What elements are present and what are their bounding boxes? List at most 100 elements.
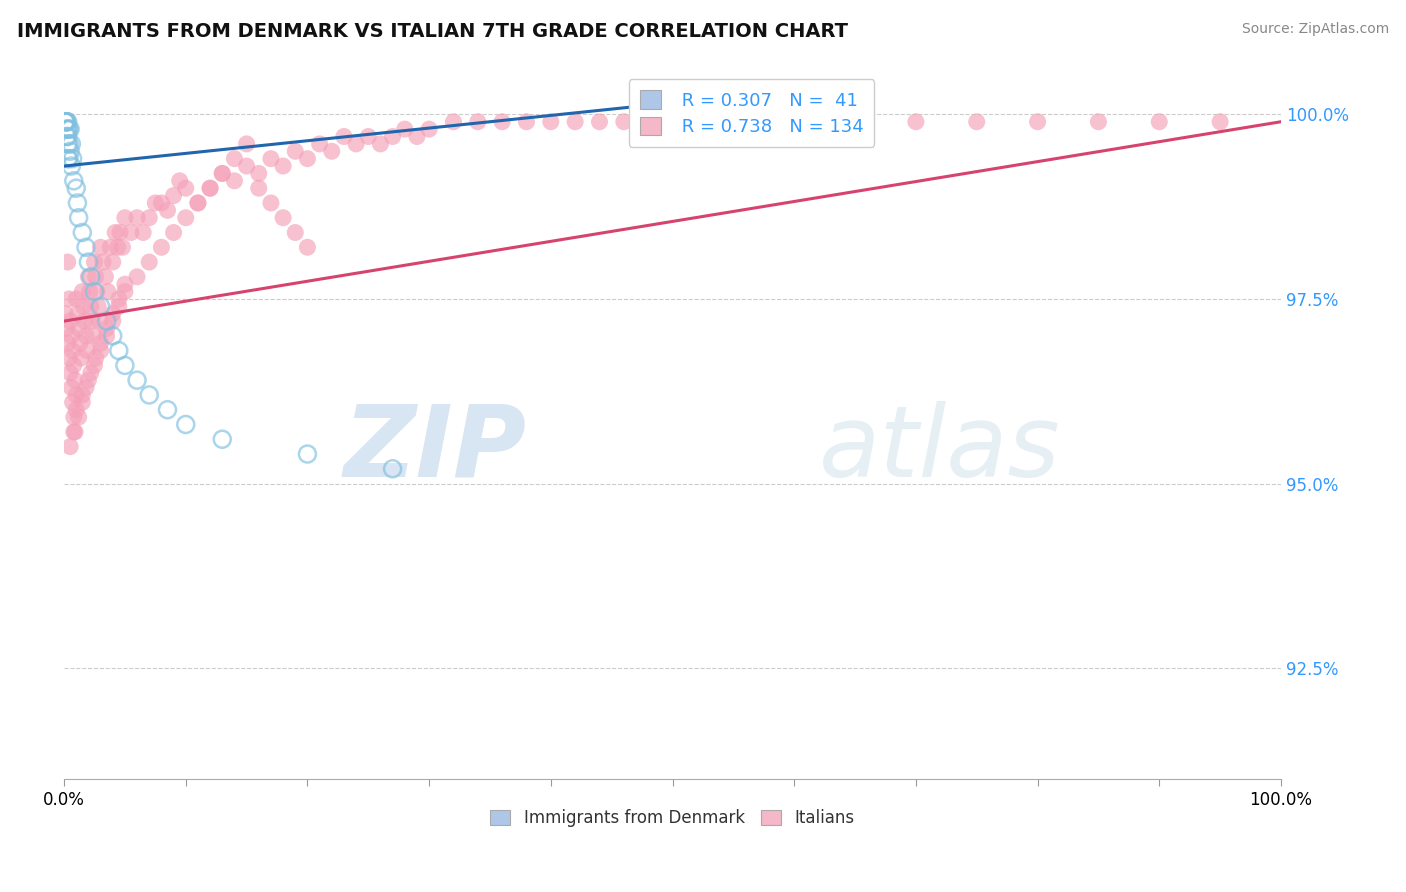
Point bbox=[321, 145, 343, 159]
Point bbox=[101, 329, 124, 343]
Point bbox=[491, 114, 513, 128]
Point bbox=[65, 388, 87, 402]
Point bbox=[443, 114, 465, 128]
Point bbox=[271, 211, 294, 225]
Text: Source: ZipAtlas.com: Source: ZipAtlas.com bbox=[1241, 22, 1389, 37]
Point bbox=[260, 152, 283, 166]
Point bbox=[79, 285, 101, 299]
Point bbox=[284, 226, 307, 240]
Point bbox=[284, 145, 307, 159]
Point bbox=[56, 129, 79, 144]
Point bbox=[97, 285, 120, 299]
Point bbox=[966, 114, 988, 128]
Point bbox=[56, 114, 79, 128]
Point bbox=[53, 114, 76, 128]
Point bbox=[418, 122, 440, 136]
Point bbox=[63, 425, 86, 439]
Point bbox=[132, 226, 155, 240]
Point bbox=[156, 203, 179, 218]
Point bbox=[174, 417, 197, 432]
Point bbox=[84, 351, 107, 365]
Point bbox=[83, 255, 105, 269]
Point bbox=[108, 292, 131, 306]
Point bbox=[80, 269, 103, 284]
Point bbox=[56, 136, 79, 151]
Point bbox=[70, 351, 93, 365]
Point bbox=[66, 196, 89, 211]
Point bbox=[211, 432, 233, 446]
Point bbox=[65, 181, 87, 195]
Point bbox=[114, 285, 136, 299]
Point bbox=[90, 240, 112, 254]
Point bbox=[55, 122, 77, 136]
Point bbox=[55, 321, 77, 335]
Point bbox=[62, 395, 84, 409]
Point bbox=[62, 152, 84, 166]
Point bbox=[734, 114, 756, 128]
Point bbox=[76, 343, 98, 358]
Point bbox=[56, 122, 79, 136]
Point bbox=[271, 159, 294, 173]
Point bbox=[187, 196, 209, 211]
Point bbox=[357, 129, 380, 144]
Point bbox=[224, 152, 246, 166]
Point bbox=[75, 240, 97, 254]
Point bbox=[637, 114, 659, 128]
Point bbox=[247, 181, 270, 195]
Point bbox=[80, 299, 103, 313]
Point bbox=[58, 351, 80, 365]
Point bbox=[60, 380, 83, 394]
Point bbox=[138, 255, 160, 269]
Point bbox=[77, 373, 100, 387]
Point bbox=[120, 226, 142, 240]
Point bbox=[260, 196, 283, 211]
Point bbox=[114, 359, 136, 373]
Point bbox=[844, 114, 866, 128]
Point bbox=[297, 447, 319, 461]
Point bbox=[224, 174, 246, 188]
Point bbox=[1209, 114, 1232, 128]
Point bbox=[62, 410, 84, 425]
Point bbox=[72, 388, 94, 402]
Point bbox=[59, 122, 82, 136]
Point bbox=[60, 329, 83, 343]
Point bbox=[467, 114, 489, 128]
Point bbox=[344, 136, 367, 151]
Point bbox=[72, 226, 94, 240]
Point bbox=[60, 159, 83, 173]
Point bbox=[783, 114, 806, 128]
Point bbox=[235, 136, 257, 151]
Point bbox=[83, 285, 105, 299]
Point bbox=[60, 136, 83, 151]
Point bbox=[138, 211, 160, 225]
Point bbox=[187, 196, 209, 211]
Point bbox=[58, 292, 80, 306]
Point bbox=[59, 440, 82, 454]
Point bbox=[83, 359, 105, 373]
Point bbox=[80, 314, 103, 328]
Point bbox=[564, 114, 586, 128]
Point bbox=[53, 307, 76, 321]
Point bbox=[89, 314, 111, 328]
Point bbox=[101, 307, 124, 321]
Point bbox=[101, 314, 124, 328]
Point bbox=[661, 114, 683, 128]
Legend: Immigrants from Denmark, Italians: Immigrants from Denmark, Italians bbox=[484, 803, 862, 834]
Point bbox=[67, 410, 90, 425]
Point bbox=[247, 166, 270, 180]
Point bbox=[138, 388, 160, 402]
Point bbox=[86, 285, 108, 299]
Point bbox=[75, 329, 97, 343]
Point bbox=[406, 129, 429, 144]
Point bbox=[87, 299, 110, 313]
Point bbox=[1026, 114, 1049, 128]
Point bbox=[394, 122, 416, 136]
Point bbox=[108, 299, 131, 313]
Point bbox=[77, 255, 100, 269]
Point bbox=[96, 314, 118, 328]
Point bbox=[67, 321, 90, 335]
Point bbox=[150, 196, 173, 211]
Point bbox=[65, 292, 87, 306]
Point bbox=[381, 462, 404, 476]
Point bbox=[73, 314, 96, 328]
